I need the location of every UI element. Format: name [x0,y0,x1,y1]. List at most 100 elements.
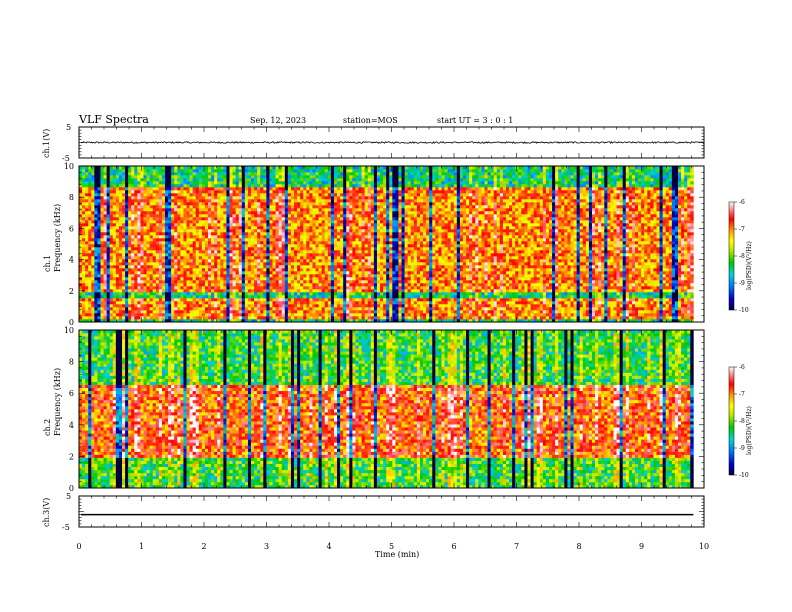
spectrogram-cell [223,310,227,314]
spectrogram-cell [303,211,307,215]
spectrogram-cell [226,193,230,197]
spectrogram-cell [324,295,329,299]
spectrogram-cell [198,205,203,209]
spectrogram-cell [134,241,138,245]
spectrogram-cell [168,172,172,176]
spectrogram-cell [355,289,359,293]
spectrogram-cell [85,166,89,170]
spectrogram-cell [232,268,236,272]
spectrogram-cell [189,301,193,305]
spectrogram-cell [254,211,258,215]
spectrogram-cell [174,181,178,185]
spectrogram-cell [269,247,273,251]
spectrogram-cell [152,259,157,263]
spectrogram-cell [177,316,181,320]
spectrogram-cell [192,250,197,254]
spectrogram-cell [321,247,326,251]
spectrogram-cell [115,268,120,272]
spectrogram-cell [303,289,307,293]
spectrogram-cell [260,181,264,185]
spectrogram-cell [149,238,154,242]
spectrogram-cell [115,274,120,278]
spectrogram-cell [125,253,129,257]
spectrogram-cell [346,316,350,320]
spectrogram-cell [294,220,298,224]
spectrogram-cell [97,277,101,281]
spectrogram-cell [297,307,301,311]
spectrogram-cell [192,289,197,293]
spectrogram-cell [106,166,111,170]
spectrogram-cell [254,184,258,188]
spectrogram-cell [79,274,83,278]
spectrogram-cell [158,166,163,170]
spectrogram-cell [244,235,249,239]
spectrogram-cell [321,313,326,317]
spectrogram-cell [174,241,178,245]
spectrogram-cell [340,250,344,254]
spectrogram-cell [97,205,101,209]
spectrogram-cell [281,202,286,206]
spectrogram-cell [125,166,129,170]
spectrogram-cell [158,184,163,188]
spectrogram-cell [208,196,212,200]
spectrogram-cell [201,301,206,305]
spectrogram-cell [94,253,98,257]
spectrogram-cell [122,247,126,251]
spectrogram-cell [134,298,138,302]
spectrogram-cell [146,304,150,308]
spectrogram-cell [100,235,104,239]
spectrogram-cell [174,202,178,206]
spectrogram-cell [85,247,89,251]
spectrogram-cell [140,292,144,296]
spectrogram-cell [260,220,264,224]
spectrogram-cell [100,256,104,260]
spectrogram-cell [346,238,350,242]
spectrogram-cell [192,259,197,263]
spectrogram-cell [140,238,144,242]
spectrogram-cell [131,169,135,173]
spectrogram-cell [232,175,236,179]
spectrogram-cell [122,316,126,320]
spectrogram-cell [263,193,267,197]
spectrogram-cell [118,166,123,170]
spectrogram-cell [309,247,313,251]
spectrogram-cell [186,256,190,260]
spectrogram-cell [122,304,126,308]
spectrogram-cell [241,235,246,239]
spectrogram-cell [189,217,193,221]
spectrogram-cell [97,295,101,299]
spectrogram-cell [174,262,178,266]
spectrogram-cell [171,310,175,314]
spectrogram-cell [189,313,193,317]
spectrogram-cell [220,265,224,269]
spectrogram-cell [115,295,120,299]
spectrogram-cell [183,226,187,230]
spectrogram-cell [131,268,135,272]
spectrogram-cell [198,181,203,185]
spectrogram-cell [340,169,344,173]
spectrogram-cell [85,184,89,188]
spectrogram-cell [204,256,209,260]
spectrogram-cell [122,223,126,227]
spectrogram-cell [315,226,319,230]
spectrogram-cell [149,313,154,317]
spectrogram-cell [109,253,114,257]
spectrogram-cell [211,220,215,224]
spectrogram-cell [146,298,150,302]
spectrogram-cell [125,202,129,206]
spectrogram-cell [214,196,218,200]
spectrogram-cell [352,253,356,257]
spectrogram-cell [152,193,157,197]
spectrogram-cell [217,169,221,173]
spectrogram-cell [198,193,203,197]
spectrogram-cell [238,193,243,197]
spectrogram-cell [103,241,107,245]
spectrogram-cell [109,286,114,290]
spectrogram-cell [275,199,279,203]
spectrogram-cell [254,271,258,275]
spectrogram-cell [235,295,240,299]
spectrogram-cell [306,208,310,212]
spectrogram-cell [229,229,233,233]
spectrogram-cell [226,226,230,230]
spectrogram-cell [337,190,341,194]
